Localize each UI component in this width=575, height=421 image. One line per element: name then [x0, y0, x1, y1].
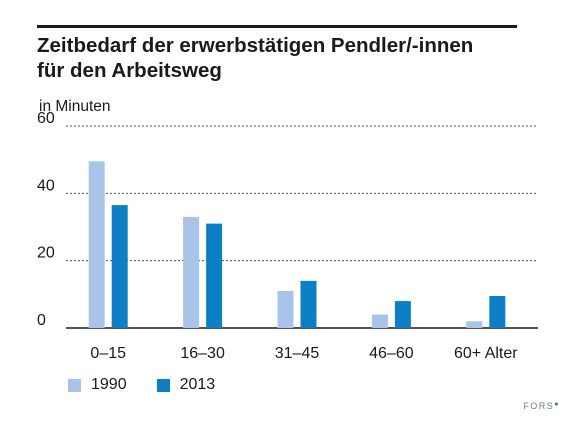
- legend: 1990 2013: [68, 376, 245, 394]
- source-text: FORS: [523, 401, 555, 411]
- bar-1990-4: [466, 321, 483, 328]
- legend-swatch-2013: [156, 378, 170, 392]
- chart-title-line-1: Zeitbedarf der erwerbstätigen Pendler/-i…: [37, 34, 474, 57]
- bar-1990-0: [88, 161, 105, 328]
- chart-title: Zeitbedarf der erwerbstätigen Pendler/-i…: [37, 33, 537, 83]
- bar-1990-2: [277, 290, 294, 328]
- x-tick-label-2: 31–45: [275, 345, 320, 362]
- bar-2013-2: [300, 280, 317, 328]
- y-tick-label-0: 0: [37, 312, 46, 329]
- legend-label-1990: 1990: [91, 376, 127, 393]
- bar-2013-4: [489, 296, 506, 328]
- y-tick-label-60: 60: [37, 110, 55, 127]
- y-axis-unit-label: in Minuten: [39, 98, 111, 115]
- legend-item-1990: 1990: [68, 376, 127, 394]
- y-tick-label-40: 40: [37, 177, 55, 194]
- x-tick-label-0: 0–15: [90, 345, 126, 362]
- y-tick-label-20: 20: [37, 245, 55, 262]
- source-logo-dot: ●: [554, 401, 560, 408]
- chart-title-line-2: für den Arbeitsweg: [37, 59, 222, 82]
- bar-1990-3: [371, 314, 388, 328]
- legend-label-2013: 2013: [179, 376, 216, 393]
- x-tick-label-3: 46–60: [369, 345, 414, 362]
- title-rule: [37, 25, 517, 28]
- bar-2013-3: [394, 301, 411, 328]
- x-tick-label-4: 60+ Alter: [454, 345, 518, 362]
- legend-swatch-1990: [68, 378, 81, 392]
- bar-2013-0: [111, 205, 128, 328]
- x-tick-label-1: 16–30: [180, 345, 225, 362]
- bar-1990-1: [183, 216, 200, 328]
- legend-item-2013: 2013: [156, 376, 216, 394]
- source-logo: FORS●: [523, 401, 560, 411]
- bar-2013-1: [206, 223, 223, 328]
